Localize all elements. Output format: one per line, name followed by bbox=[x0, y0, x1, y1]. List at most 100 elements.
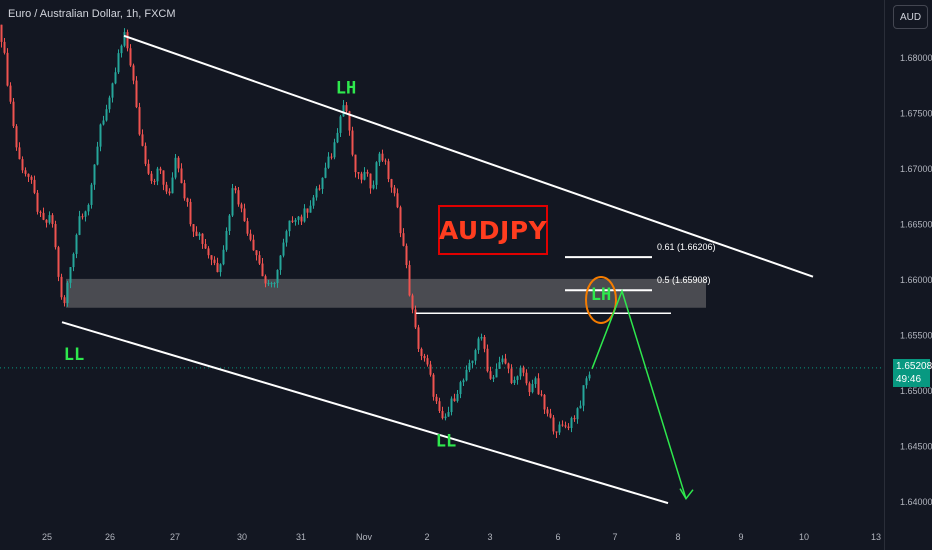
candle-body bbox=[270, 283, 273, 285]
time-tick-label: Nov bbox=[356, 532, 373, 542]
price-tick-label: 1.64500 bbox=[900, 442, 932, 452]
candle-body bbox=[582, 385, 585, 406]
projection-arrowhead bbox=[679, 488, 694, 500]
candle-body bbox=[195, 231, 198, 236]
candle-body bbox=[543, 394, 546, 410]
time-tick-label: 25 bbox=[42, 532, 52, 542]
price-tick-label: 1.68000 bbox=[900, 53, 932, 63]
candle-body bbox=[297, 216, 300, 220]
candle-body bbox=[261, 263, 264, 277]
candle-body bbox=[201, 233, 204, 244]
candle-body bbox=[57, 247, 60, 277]
candle-body bbox=[12, 101, 15, 127]
candle-body bbox=[447, 412, 450, 417]
channel-line-lower[interactable] bbox=[61, 321, 669, 505]
time-tick-label: 9 bbox=[738, 532, 743, 542]
channel-line-upper[interactable] bbox=[123, 34, 814, 278]
candle-body bbox=[165, 184, 168, 192]
candle-body bbox=[309, 205, 312, 213]
candle-body bbox=[537, 378, 540, 395]
candle-body bbox=[438, 401, 441, 411]
candle-body bbox=[294, 219, 297, 222]
candle-body bbox=[327, 156, 330, 168]
candle-body bbox=[132, 65, 135, 81]
candle-body bbox=[126, 32, 129, 49]
candle-body bbox=[456, 394, 459, 402]
candle-body bbox=[288, 220, 291, 232]
candle-body bbox=[429, 364, 432, 375]
candle-body bbox=[516, 376, 519, 380]
candle-body bbox=[240, 204, 243, 209]
candle-body bbox=[318, 188, 321, 190]
candle-body bbox=[522, 367, 525, 373]
candle-body bbox=[177, 157, 180, 169]
swing-label-ll: LL bbox=[64, 345, 84, 365]
candle-body bbox=[408, 265, 411, 296]
candle-body bbox=[351, 130, 354, 155]
candle-body bbox=[96, 146, 99, 165]
candle-body bbox=[228, 215, 231, 231]
fib-target-circle bbox=[585, 275, 617, 324]
time-tick-label: 30 bbox=[237, 532, 247, 542]
candle-body bbox=[33, 179, 36, 193]
candle-body bbox=[3, 41, 6, 53]
candle-body bbox=[159, 168, 162, 171]
candle-body bbox=[222, 249, 225, 265]
candle-body bbox=[558, 424, 561, 433]
candle-body bbox=[387, 161, 390, 180]
candle-body bbox=[435, 396, 438, 402]
candle-body bbox=[363, 172, 366, 180]
candle-body bbox=[561, 424, 564, 426]
price-tick-label: 1.64000 bbox=[900, 497, 932, 507]
candle-body bbox=[237, 190, 240, 205]
candle-body bbox=[183, 183, 186, 199]
candle-body bbox=[555, 431, 558, 433]
candle-body bbox=[465, 369, 468, 381]
candle-body bbox=[231, 188, 234, 216]
time-tick-label: 10 bbox=[799, 532, 809, 542]
candle-body bbox=[483, 336, 486, 349]
candle-body bbox=[120, 45, 123, 54]
candle-body bbox=[60, 276, 63, 298]
candle-body bbox=[246, 221, 249, 234]
currency-button[interactable]: AUD bbox=[893, 5, 928, 29]
chart-title: Euro / Australian Dollar, 1h, FXCM bbox=[8, 8, 176, 20]
projection-path[interactable] bbox=[591, 288, 687, 499]
candle-body bbox=[345, 105, 348, 112]
price-tick-label: 1.67000 bbox=[900, 164, 932, 174]
candle-body bbox=[480, 336, 483, 339]
swing-label-ll: LL bbox=[436, 432, 456, 452]
candle-body bbox=[138, 107, 141, 135]
candle-body bbox=[519, 367, 522, 377]
candle-body bbox=[48, 215, 51, 223]
candle-body bbox=[573, 418, 576, 420]
fib-level-label: 0.5 (1.65908) bbox=[657, 275, 711, 285]
candle-body bbox=[348, 111, 351, 131]
price-tick-label: 1.65000 bbox=[900, 386, 932, 396]
candle-body bbox=[252, 239, 255, 251]
candle-body bbox=[225, 230, 228, 250]
candle-body bbox=[414, 309, 417, 328]
time-tick-label: 13 bbox=[871, 532, 881, 542]
candle-body bbox=[117, 53, 120, 73]
candle-body bbox=[102, 120, 105, 125]
candle-body bbox=[384, 160, 387, 162]
candle-body bbox=[546, 409, 549, 414]
candle-body bbox=[189, 201, 192, 225]
candle-body bbox=[114, 72, 117, 84]
candle-body bbox=[123, 32, 126, 46]
candle-body bbox=[579, 405, 582, 409]
candle-body bbox=[366, 172, 369, 174]
candle-body bbox=[153, 180, 156, 182]
candle-body bbox=[45, 219, 48, 223]
price-axis-divider bbox=[884, 0, 885, 550]
candle-body bbox=[249, 233, 252, 240]
time-tick-label: 31 bbox=[296, 532, 306, 542]
candle-body bbox=[30, 176, 33, 180]
candle-body bbox=[321, 177, 324, 189]
candle-body bbox=[36, 192, 39, 212]
candle-body bbox=[396, 193, 399, 208]
candle-body bbox=[9, 85, 12, 102]
candle-body bbox=[549, 413, 552, 418]
